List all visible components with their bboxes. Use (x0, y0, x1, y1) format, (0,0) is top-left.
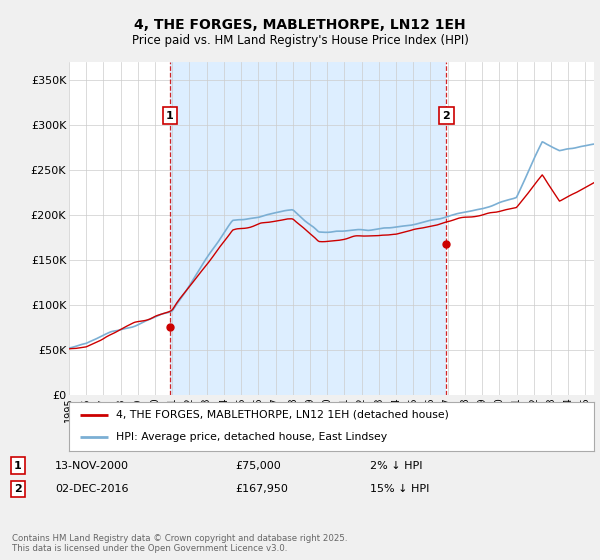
Text: 1: 1 (166, 111, 174, 120)
Text: 15% ↓ HPI: 15% ↓ HPI (370, 484, 430, 494)
Text: Price paid vs. HM Land Registry's House Price Index (HPI): Price paid vs. HM Land Registry's House … (131, 34, 469, 47)
Text: £167,950: £167,950 (235, 484, 288, 494)
Text: HPI: Average price, detached house, East Lindsey: HPI: Average price, detached house, East… (116, 432, 388, 442)
Text: 13-NOV-2000: 13-NOV-2000 (55, 461, 129, 471)
Text: 4, THE FORGES, MABLETHORPE, LN12 1EH: 4, THE FORGES, MABLETHORPE, LN12 1EH (134, 18, 466, 32)
Text: 2% ↓ HPI: 2% ↓ HPI (370, 461, 422, 471)
Bar (170, 62, 446, 395)
Text: 4, THE FORGES, MABLETHORPE, LN12 1EH (detached house): 4, THE FORGES, MABLETHORPE, LN12 1EH (de… (116, 410, 449, 420)
Text: 2: 2 (442, 111, 450, 120)
Text: 1: 1 (14, 461, 22, 471)
Text: Contains HM Land Registry data © Crown copyright and database right 2025.
This d: Contains HM Land Registry data © Crown c… (12, 534, 347, 553)
Text: 02-DEC-2016: 02-DEC-2016 (55, 484, 128, 494)
Text: £75,000: £75,000 (235, 461, 281, 471)
Text: 2: 2 (14, 484, 22, 494)
